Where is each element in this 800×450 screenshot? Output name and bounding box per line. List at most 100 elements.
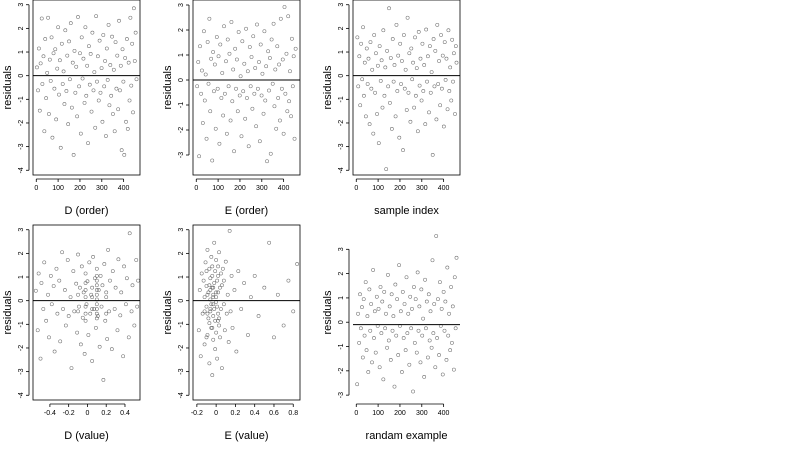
data-point xyxy=(443,299,448,304)
data-point xyxy=(121,79,126,84)
data-point xyxy=(112,307,117,311)
data-point xyxy=(52,86,57,91)
data-point xyxy=(83,304,88,309)
x-tick-label: -0.4 xyxy=(44,410,56,417)
y-tick-label: 2 xyxy=(178,251,185,255)
data-point xyxy=(109,93,114,98)
data-point xyxy=(391,314,396,319)
panel-sample-index-x-axis: 0 100 200 300 400 xyxy=(354,178,450,192)
data-point xyxy=(440,372,445,377)
data-point xyxy=(405,331,410,336)
data-point xyxy=(92,70,97,75)
data-point xyxy=(225,37,230,42)
data-point xyxy=(402,302,407,306)
data-point xyxy=(196,60,201,64)
panel-e-order-points xyxy=(195,5,298,164)
data-point xyxy=(94,266,99,271)
data-point xyxy=(207,16,212,21)
data-point xyxy=(227,51,232,56)
data-point xyxy=(443,78,448,82)
data-point xyxy=(72,309,77,314)
y-tick-label: -4 xyxy=(178,392,185,398)
data-point xyxy=(87,44,91,48)
x-tick-label: 0 xyxy=(34,185,38,192)
data-point xyxy=(122,264,126,269)
data-point xyxy=(241,89,246,94)
data-point xyxy=(252,273,257,278)
y-tick-label: -3 xyxy=(178,152,185,158)
y-tick-label: 1 xyxy=(178,53,185,57)
panel-d-order-points xyxy=(35,6,139,157)
y-tick-label: -3 xyxy=(178,368,185,374)
data-point xyxy=(424,326,428,331)
data-point xyxy=(255,86,260,91)
data-point xyxy=(104,290,109,295)
data-point xyxy=(364,46,369,51)
data-point xyxy=(58,145,63,150)
data-point xyxy=(135,304,140,309)
panel-d-value-y-label: residuals xyxy=(2,290,14,335)
data-point xyxy=(373,90,377,95)
data-point xyxy=(366,370,371,374)
data-point xyxy=(392,63,397,67)
panel-randam-example-points xyxy=(355,234,459,394)
data-point xyxy=(398,309,403,314)
x-tick-label: 400 xyxy=(438,410,450,417)
data-point xyxy=(250,106,255,111)
x-tick-label: 400 xyxy=(278,185,290,192)
data-point xyxy=(419,287,424,292)
x-tick-label: 200 xyxy=(394,185,406,192)
data-point xyxy=(440,86,444,91)
data-point xyxy=(128,15,133,20)
x-tick-label: 200 xyxy=(74,185,86,192)
x-tick-label: 100 xyxy=(52,185,64,192)
data-point xyxy=(400,289,405,294)
data-point xyxy=(231,67,236,72)
data-point xyxy=(133,30,138,35)
data-point xyxy=(232,288,237,292)
data-point xyxy=(47,335,51,340)
data-point xyxy=(236,269,241,273)
data-point xyxy=(132,6,136,11)
panel-sample-index-y-axis: -4 -3 -2 -1 0 1 2 3 xyxy=(338,3,350,173)
data-point xyxy=(406,90,411,95)
x-tick-label: -0.2 xyxy=(63,410,75,417)
data-point xyxy=(225,292,230,297)
data-point xyxy=(434,117,439,122)
data-point xyxy=(229,273,234,278)
data-point xyxy=(360,305,364,310)
data-point xyxy=(358,292,362,297)
data-point xyxy=(287,99,291,104)
data-point xyxy=(49,35,54,40)
data-point xyxy=(364,114,368,119)
data-point xyxy=(394,22,399,27)
data-point xyxy=(253,66,258,70)
y-tick-label: -2 xyxy=(18,345,25,351)
data-point xyxy=(397,263,401,267)
data-point xyxy=(199,271,204,276)
y-tick-label: -3 xyxy=(338,143,345,149)
data-point xyxy=(230,99,235,104)
panel-sample-index-x-label: sample index xyxy=(374,205,439,217)
data-point xyxy=(110,269,115,273)
data-point xyxy=(357,54,362,59)
data-point xyxy=(360,355,365,360)
data-point xyxy=(440,53,445,58)
data-point xyxy=(362,60,367,65)
data-point xyxy=(396,53,401,58)
data-point xyxy=(235,109,240,114)
data-point xyxy=(407,51,412,56)
data-point xyxy=(103,59,107,63)
data-point xyxy=(94,278,99,283)
data-point xyxy=(433,365,438,370)
data-point xyxy=(262,285,267,290)
data-point xyxy=(247,45,252,49)
data-point xyxy=(239,307,244,311)
data-point xyxy=(430,153,435,157)
data-point xyxy=(68,77,72,82)
data-point xyxy=(208,109,213,114)
data-point xyxy=(130,283,135,288)
data-point xyxy=(214,295,219,300)
data-point xyxy=(222,24,226,29)
data-point xyxy=(368,328,373,333)
